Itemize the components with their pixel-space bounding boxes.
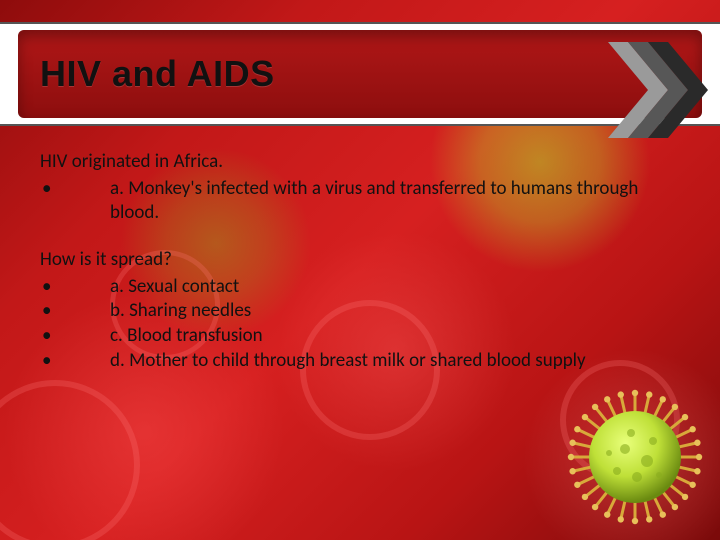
title-bar: HIV and AIDS [0,22,720,126]
bullet-marker [40,299,110,324]
section-lead: How is it spread? [40,248,680,273]
virus-icon [560,382,710,532]
bullet-marker [40,324,110,349]
bullet-item: d. Mother to child through breast milk o… [40,349,680,374]
chevron-icon [604,42,714,138]
slide-title: HIV and AIDS [18,53,275,95]
bullet-text: a. Sexual contact [110,275,680,300]
bullet-marker [40,177,110,226]
bullet-item: a. Sexual contact [40,275,680,300]
bullet-text: c. Blood transfusion [110,324,680,349]
bullet-text: d. Mother to child through breast milk o… [110,349,680,374]
bullet-text: a. Monkey's infected with a virus and tr… [110,177,680,226]
section: How is it spread? a. Sexual contact b. S… [40,248,680,373]
bullet-text-span: a. Monkey's infected with a virus and tr… [110,177,638,225]
bullet-item: c. Blood transfusion [40,324,680,349]
bullet-item: b. Sharing needles [40,299,680,324]
bullet-marker [40,349,110,374]
bullet-text: b. Sharing needles [110,299,680,324]
section: HIV originated in Africa. a. Monkey's in… [40,150,680,226]
content-area: HIV originated in Africa. a. Monkey's in… [40,150,680,396]
section-lead: HIV originated in Africa. [40,150,680,175]
bullet-marker [40,275,110,300]
bullet-item: a. Monkey's infected with a virus and tr… [40,177,680,226]
title-bar-inner: HIV and AIDS [18,30,702,118]
